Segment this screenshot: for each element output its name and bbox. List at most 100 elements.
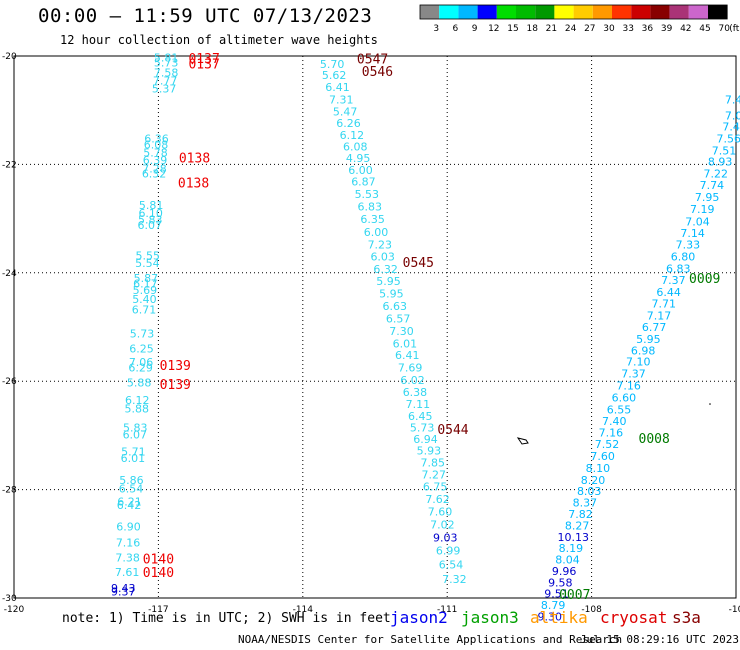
wave-height-label: 6.44 xyxy=(656,286,681,299)
wave-height-label: 6.21 xyxy=(117,496,142,509)
wave-height-label: 7.4 xyxy=(722,120,740,133)
scale-swatch xyxy=(535,5,555,19)
wave-height-label: 7.60 xyxy=(590,450,615,463)
wave-height-label: 5.95 xyxy=(376,275,401,288)
scale-label: 21 xyxy=(546,24,557,34)
wave-height-label: 5.88 xyxy=(124,402,149,415)
scale-swatch xyxy=(420,5,440,19)
time-label: 0545 xyxy=(403,256,434,271)
wave-height-label: 5.95 xyxy=(636,333,661,346)
wave-height-label: 6.01 xyxy=(393,337,418,350)
wave-height-label: 6.57 xyxy=(386,312,411,325)
wave-height-label: 9.51 xyxy=(544,588,569,601)
time-label: 0008 xyxy=(639,432,670,447)
wave-height-label: 6.08 xyxy=(144,138,169,151)
scale-unit: (ft) xyxy=(729,24,740,34)
wave-height-label: 5.70 xyxy=(320,58,345,71)
scale-swatch xyxy=(631,5,651,19)
wave-height-label: 9.96 xyxy=(552,565,577,578)
wave-height-label: 7.17 xyxy=(647,310,672,323)
wave-height-label: 8.37 xyxy=(573,497,598,510)
scale-label: 18 xyxy=(526,24,538,34)
scale-swatch xyxy=(516,5,536,19)
wave-height-label: 4.95 xyxy=(346,152,371,165)
scale-label: 36 xyxy=(642,24,654,34)
y-tick-label: -22 xyxy=(2,160,17,170)
scale-label: 33 xyxy=(622,24,633,34)
wave-height-label: 6.00 xyxy=(364,226,389,239)
scale-swatch xyxy=(688,5,708,19)
wave-height-label: 8.19 xyxy=(559,542,584,555)
wave-height-label: 6.54 xyxy=(119,483,144,496)
scale-label: 45 xyxy=(699,24,710,34)
wave-height-label: 8.20 xyxy=(581,474,606,487)
wave-height-label: 5.73 xyxy=(410,421,435,434)
wave-height-label: 10.13 xyxy=(558,531,590,544)
wave-height-label: 9.43 xyxy=(111,582,136,595)
wave-height-label: 7.95 xyxy=(695,191,720,204)
wave-height-label: 9.03 xyxy=(433,531,458,544)
y-tick-label: -26 xyxy=(2,377,17,387)
time-label: 0138 xyxy=(178,176,209,191)
wave-height-label: 5.83 xyxy=(138,214,163,227)
wave-height-label: 7.33 xyxy=(676,239,701,252)
legend-jason2: jason2 xyxy=(390,608,448,627)
track-jason3: 7.47.07.47.567.518.937.227.747.957.197.0… xyxy=(537,93,740,623)
wave-height-label: 6.07 xyxy=(137,219,162,232)
wave-height-label: 6.41 xyxy=(395,349,420,362)
wave-height-label: 6.75 xyxy=(423,480,448,493)
wave-height-label: 5.93 xyxy=(417,445,442,458)
x-tick-label: -120 xyxy=(4,605,25,615)
y-tick-label: -28 xyxy=(2,486,17,496)
wave-height-label: 7.06 xyxy=(129,356,154,369)
wave-height-label: 7.4 xyxy=(725,93,740,106)
wave-height-label: 5.95 xyxy=(379,287,404,300)
scale-swatch xyxy=(458,5,478,19)
scale-label: 30 xyxy=(603,24,615,34)
wave-height-label: 6.36 xyxy=(144,132,169,145)
wave-height-label: 5.88 xyxy=(127,376,152,389)
island-shape xyxy=(516,437,529,445)
wave-height-label: 5.62 xyxy=(322,69,347,82)
legend-s3a: s3a xyxy=(672,608,701,627)
wave-height-label: 8.04 xyxy=(555,554,580,567)
wave-height-label: 5.86 xyxy=(119,474,144,487)
wave-height-label: 8.27 xyxy=(565,519,590,532)
wave-height-label: 5.37 xyxy=(152,83,177,96)
wave-height-label: 7.52 xyxy=(595,438,620,451)
track-s3a: 5.705.626.417.315.476.266.126.084.956.00… xyxy=(320,53,469,586)
legend-jason3: jason3 xyxy=(461,608,519,627)
wave-height-label: 6.12 xyxy=(340,129,365,142)
scale-swatch xyxy=(592,5,612,19)
x-tick-label: -108 xyxy=(581,605,602,615)
chart-title: 00:00 – 11:59 UTC 07/13/2023 xyxy=(38,5,373,27)
wave-height-label: 7.38 xyxy=(115,551,140,564)
scale-label: 27 xyxy=(584,24,595,34)
wave-height-label: 8.79 xyxy=(541,599,566,612)
wave-height-label: 6.71 xyxy=(132,304,157,317)
wave-height-label: 7.32 xyxy=(442,573,467,586)
legend-cryosat: cryosat xyxy=(600,608,668,627)
wave-height-label: 6.45 xyxy=(408,410,433,423)
footer-generated-time: Jul 15 08:29:16 UTC 2023 xyxy=(580,633,739,646)
wave-height-label: 7.60 xyxy=(428,505,453,518)
wave-height-label: 7.30 xyxy=(389,325,414,338)
wave-height-label: 6.90 xyxy=(116,520,141,533)
y-tick-label: -24 xyxy=(2,269,17,279)
wave-height-label: 7.37 xyxy=(661,274,686,287)
x-tick-label: -114 xyxy=(293,605,314,615)
wave-height-label: 6.29 xyxy=(128,362,153,375)
wave-height-label: 7.16 xyxy=(599,427,624,440)
wave-height-label: 6.02 xyxy=(400,374,425,387)
wave-height-label: 6.42 xyxy=(117,499,142,512)
wave-height-label: 6.87 xyxy=(351,176,376,189)
x-tick-label: -117 xyxy=(148,605,168,615)
wave-height-label: 7.02 xyxy=(430,518,455,531)
wave-height-label: 6.55 xyxy=(607,403,632,416)
wave-height-label: 5.81 xyxy=(154,52,179,65)
scale-label: 6 xyxy=(453,24,459,34)
wave-height-label: 7.22 xyxy=(704,168,729,181)
scale-swatch xyxy=(573,5,593,19)
wave-height-label: 8.93 xyxy=(708,156,733,169)
